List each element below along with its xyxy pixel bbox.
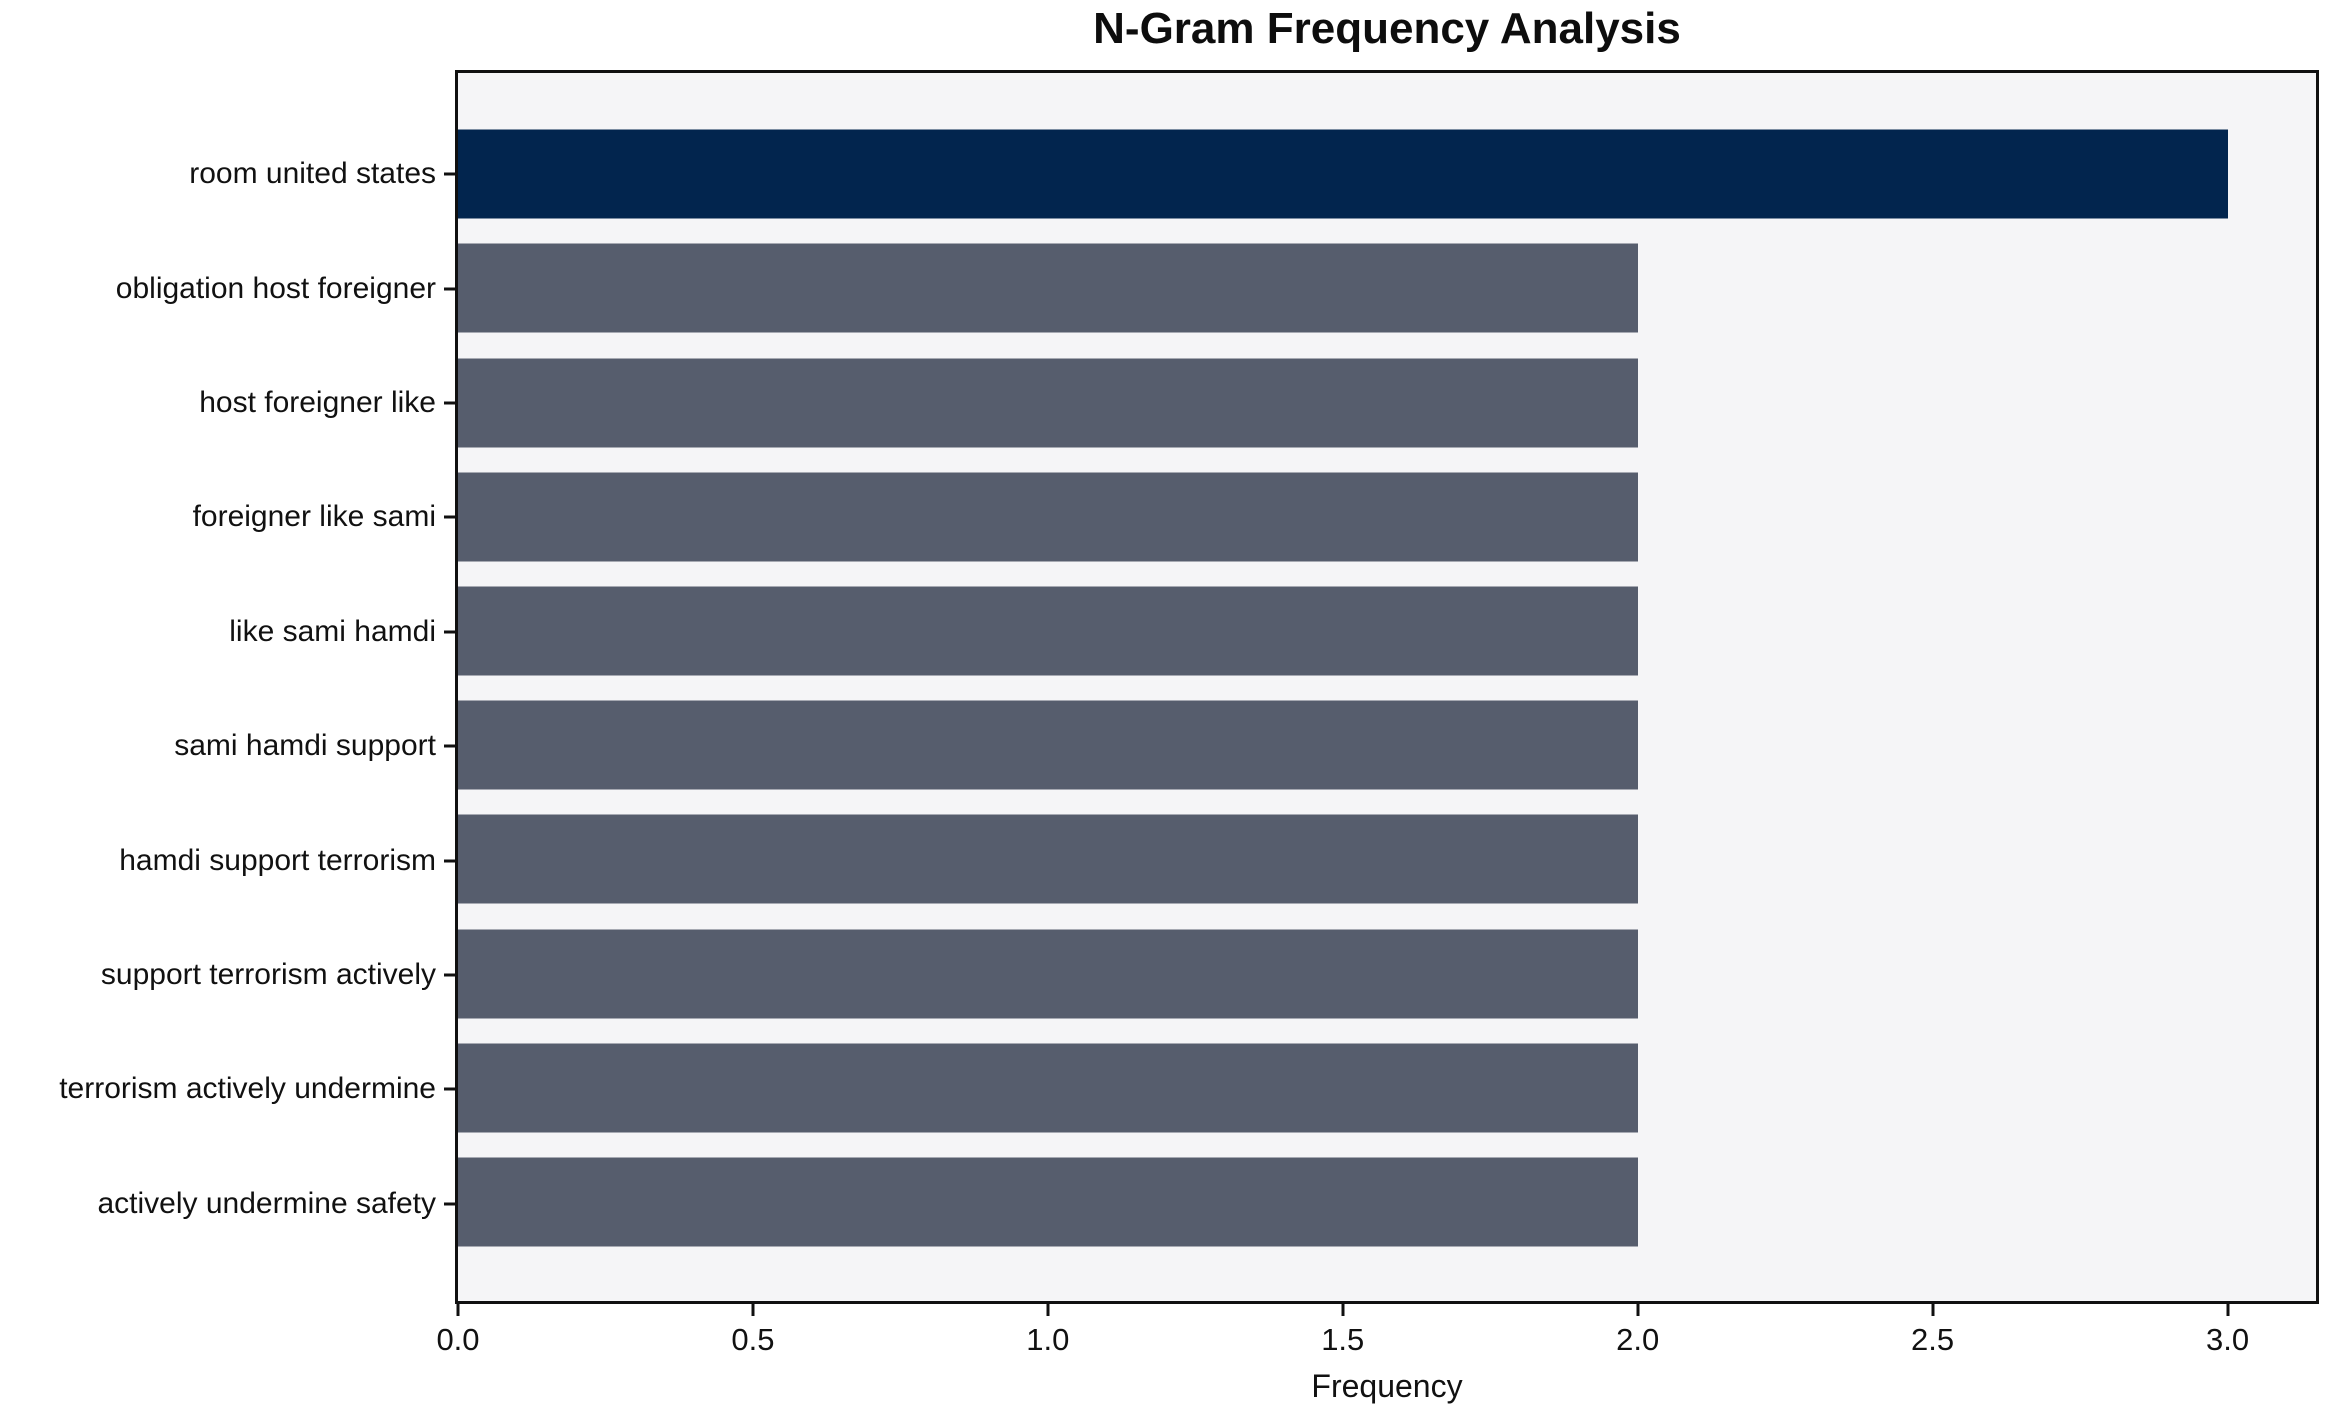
bar-row — [458, 231, 2316, 345]
y-tick-mark — [444, 401, 455, 405]
x-tick-mark — [1046, 1304, 1050, 1316]
bar-actively-undermine-safety — [458, 1157, 1638, 1247]
bar-foreigner-like-sami — [458, 472, 1638, 562]
y-tick-row: host foreigner like — [0, 346, 455, 460]
x-tick-mark — [2226, 1304, 2230, 1316]
bar-row — [458, 574, 2316, 688]
y-tick-row: like sami hamdi — [0, 575, 455, 689]
bar-terrorism-actively-undermine — [458, 1043, 1638, 1133]
bar-row — [458, 688, 2316, 802]
y-tick-label: room united states — [189, 157, 436, 191]
y-tick-mark — [444, 172, 455, 176]
y-tick-label: terrorism actively undermine — [59, 1072, 436, 1106]
y-tick-row: terrorism actively undermine — [0, 1032, 455, 1146]
x-tick-mark — [1341, 1304, 1345, 1316]
y-tick-label: foreigner like sami — [192, 500, 436, 534]
x-tick-label: 1.5 — [1321, 1322, 1365, 1357]
y-tick-label: host foreigner like — [199, 386, 436, 420]
bar-support-terrorism-actively — [458, 929, 1638, 1019]
x-tick-mark — [1931, 1304, 1935, 1316]
y-tick-mark — [444, 1202, 455, 1206]
bar-row — [458, 460, 2316, 574]
bar-like-sami-hamdi — [458, 586, 1638, 676]
bar-row — [458, 117, 2316, 231]
x-tick-label: 1.0 — [1026, 1322, 1070, 1357]
x-tick-label: 0.5 — [731, 1322, 775, 1357]
y-tick-label: actively undermine safety — [97, 1186, 437, 1220]
bar-row — [458, 802, 2316, 916]
bar-obligation-host-foreigner — [458, 243, 1638, 333]
bar-row — [458, 1145, 2316, 1259]
x-tick-label: 2.5 — [1911, 1322, 1955, 1357]
bar-row — [458, 1031, 2316, 1145]
y-tick-label: sami hamdi support — [174, 729, 436, 763]
y-tick-row: foreigner like sami — [0, 460, 455, 574]
y-tick-mark — [444, 515, 455, 519]
y-axis-labels: room united states obligation host foreig… — [0, 117, 455, 1261]
y-tick-mark — [444, 973, 455, 977]
y-tick-mark — [444, 744, 455, 748]
y-tick-label: support terrorism actively — [100, 958, 436, 992]
x-tick-mark — [456, 1304, 460, 1316]
x-axis-title: Frequency — [1311, 1368, 1463, 1404]
y-tick-mark — [444, 630, 455, 634]
x-tick-label: 2.0 — [1616, 1322, 1660, 1357]
x-tick-label: 0.0 — [436, 1322, 480, 1357]
bar-host-foreigner-like — [458, 358, 1638, 447]
x-tick-mark — [751, 1304, 755, 1316]
y-tick-row: support terrorism actively — [0, 918, 455, 1032]
y-tick-label: like sami hamdi — [229, 614, 436, 648]
bar-rows — [458, 117, 2316, 1259]
y-tick-mark — [444, 287, 455, 291]
bar-sami-hamdi-support — [458, 700, 1638, 790]
plot-area — [455, 70, 2319, 1304]
y-tick-label: obligation host foreigner — [115, 271, 436, 305]
bar-row — [458, 916, 2316, 1030]
y-tick-label: hamdi support terrorism — [119, 843, 436, 877]
bar-room-united-states — [458, 129, 2228, 219]
y-tick-mark — [444, 1087, 455, 1091]
y-tick-row: sami hamdi support — [0, 689, 455, 803]
bar-hamdi-support-terrorism — [458, 814, 1638, 904]
x-tick-mark — [1636, 1304, 1640, 1316]
chart-title: N-Gram Frequency Analysis — [1093, 4, 1681, 53]
bar-row — [458, 345, 2316, 459]
y-tick-row: actively undermine safety — [0, 1147, 455, 1261]
y-tick-mark — [444, 859, 455, 863]
y-tick-row: obligation host foreigner — [0, 231, 455, 345]
x-tick-label: 3.0 — [2205, 1322, 2250, 1357]
x-axis: 0.0 0.5 1.0 1.5 2.0 2.5 3.0 — [436, 1304, 2316, 1384]
y-tick-row: hamdi support terrorism — [0, 803, 455, 917]
y-tick-row: room united states — [0, 117, 455, 231]
